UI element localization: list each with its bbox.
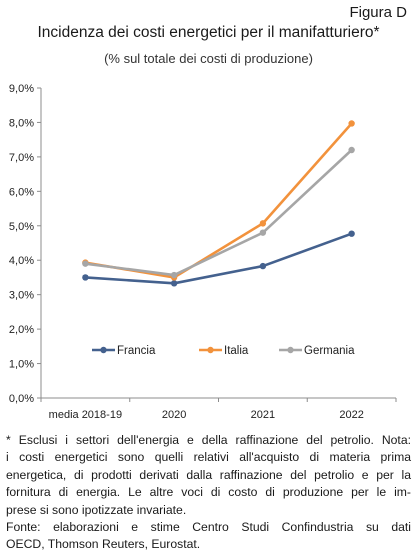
data-point-italia	[348, 120, 355, 127]
series-line-francia	[85, 232, 353, 285]
footnotes: * Esclusi i settori dell'energia e della…	[6, 432, 411, 554]
data-point-italia	[259, 220, 267, 227]
data-point-francia	[82, 274, 89, 281]
x-axis-ticks: media 2018-19 2020 2021 2022	[40, 398, 397, 421]
data-point-germania	[348, 146, 355, 154]
x-tick-label: media 2018-19	[49, 409, 122, 421]
figure-label: Figura D	[349, 4, 407, 21]
source-line: OECD, Thomson Reuters, Eurostat.	[6, 537, 201, 552]
data-point-francia	[259, 262, 267, 270]
y-tick-label: 2,0%	[9, 324, 34, 336]
footnote-line: fornitura di energia. Le altre voci di c…	[6, 485, 411, 500]
y-tick-label: 7,0%	[9, 152, 34, 164]
data-point-germania	[82, 260, 89, 267]
y-axis-ticks: 0,0% 1,0% 2,0% 3,0% 4,0% 5,0% 6,0% 7,0% 8,0% 9,0%	[9, 83, 41, 405]
source-line: Fonte: elaborazioni e stime Centro Studi…	[6, 520, 411, 535]
data-point-francia	[170, 280, 178, 287]
footnote-line: i costi energetici sono quelli relativi …	[6, 450, 411, 465]
footnote-line: energetica, di prodotti derivati dalla r…	[6, 467, 411, 482]
legend-label-francia: Francia	[117, 345, 156, 357]
chart-series	[82, 120, 355, 287]
x-tick-label: 2020	[162, 409, 186, 421]
footnote-line: * Esclusi i settori dell'energia e della…	[6, 433, 411, 447]
y-tick-label: 3,0%	[9, 290, 34, 302]
data-point-germania	[170, 271, 178, 279]
chart-subtitle: (% sul totale dei costi di produzione)	[104, 51, 313, 66]
y-tick-label: 5,0%	[9, 221, 34, 233]
y-tick-label: 6,0%	[9, 186, 34, 198]
legend-marker-germania	[287, 346, 294, 354]
legend-marker-francia	[100, 346, 107, 354]
x-tick-label: 2021	[251, 409, 275, 421]
y-tick-label: 1,0%	[9, 359, 34, 371]
footnote-line: prese si sono ipotizzate invariate.	[6, 502, 187, 517]
series-line-germania	[85, 149, 353, 277]
legend-label-germania: Germania	[304, 345, 355, 357]
y-tick-label: 9,0%	[9, 83, 34, 95]
y-tick-label: 4,0%	[9, 255, 34, 267]
chart-title: Incidenza dei costi energetici per il ma…	[37, 24, 380, 41]
x-tick-label: 2022	[339, 409, 363, 421]
y-tick-label: 8,0%	[9, 117, 34, 129]
data-point-germania	[259, 229, 267, 236]
legend-marker-italia	[207, 346, 214, 354]
chart-legend: Francia Italia Germania	[92, 345, 355, 357]
y-tick-label: 0,0%	[9, 393, 34, 405]
line-chart: 0,0% 1,0% 2,0% 3,0% 4,0% 5,0% 6,0% 7,0% 8,0% 9,0%…	[9, 83, 397, 421]
legend-label-italia: Italia	[224, 345, 249, 357]
data-point-francia	[348, 230, 355, 237]
